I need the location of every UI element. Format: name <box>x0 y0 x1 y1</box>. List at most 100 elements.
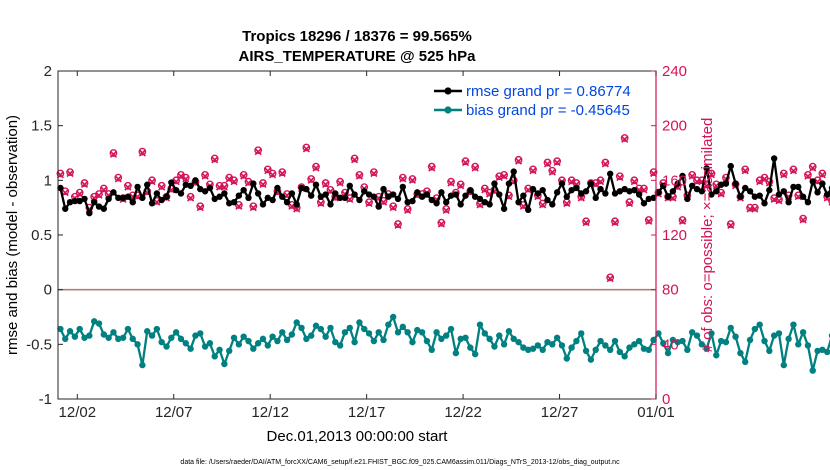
obs-assimilated-point <box>254 148 262 156</box>
rmse-point <box>389 191 397 198</box>
obs-possible-point <box>326 185 335 194</box>
y-tick-label-right: 0 <box>662 391 670 408</box>
rmse-point <box>722 180 730 187</box>
obs-assimilated-point <box>394 221 402 229</box>
y-tick-label-right: 240 <box>662 63 687 80</box>
bias-point <box>332 338 339 346</box>
bias-point <box>361 325 368 333</box>
obs-possible-point <box>138 147 147 156</box>
rmse-point <box>259 201 267 208</box>
bias-point <box>481 330 488 337</box>
obs-assimilated-point <box>109 150 118 158</box>
x-tick-label: 12/17 <box>348 404 386 421</box>
obs-assimilated-point <box>317 200 325 208</box>
obs-assimilated-point <box>322 180 330 188</box>
obs-possible-point <box>239 170 248 179</box>
y-tick-label-left: -1 <box>39 391 52 408</box>
obs-possible-point <box>514 155 523 164</box>
rmse-point <box>443 199 450 206</box>
bias-point <box>197 330 204 337</box>
bias-point <box>795 341 802 348</box>
obs-possible-point <box>254 146 263 155</box>
bias-point <box>62 335 69 343</box>
obs-possible-point <box>408 175 417 183</box>
obs-possible-point <box>611 217 619 226</box>
obs-assimilated-point <box>302 145 310 153</box>
bias-point <box>476 321 484 328</box>
bias-point <box>775 330 783 337</box>
rmse-point <box>631 186 638 194</box>
obs-possible-point <box>365 198 373 207</box>
chart-title-line1: Tropics 18296 / 18376 = 99.565% <box>242 28 472 45</box>
bias-point <box>124 325 132 333</box>
y-axis-label-right: # of obs: o=possible; ×=assimilated <box>699 118 716 353</box>
rmse-point <box>95 203 103 210</box>
bias-point <box>129 335 136 343</box>
bias-point <box>105 334 112 341</box>
bias-point <box>163 343 170 350</box>
obs-assimilated-point <box>457 182 465 190</box>
obs-assimilated-point <box>428 164 436 172</box>
bias-point <box>809 367 816 374</box>
bias-point <box>57 325 64 333</box>
obs-assimilated-point <box>370 169 378 178</box>
rmse-point <box>606 170 614 177</box>
bias-point <box>785 335 792 343</box>
obs-possible-point <box>312 162 320 171</box>
rmse-point <box>611 190 619 197</box>
rmse-point <box>134 183 141 191</box>
bias-point <box>370 337 378 345</box>
rmse-point <box>105 195 112 203</box>
obs-assimilated-point <box>259 180 267 188</box>
bias-point <box>428 346 435 353</box>
rmse-point <box>254 190 262 197</box>
obs-possible-point <box>398 173 407 182</box>
obs-possible-point <box>124 181 132 190</box>
bias-point <box>81 334 88 341</box>
rmse-point <box>804 199 812 206</box>
bias-point <box>172 329 180 336</box>
obs-possible-point <box>779 169 788 178</box>
bias-point <box>780 361 787 369</box>
obs-possible-point <box>620 134 629 142</box>
y-tick-label-right: 120 <box>662 227 687 244</box>
obs-assimilated-point <box>495 174 503 182</box>
bias-point <box>433 329 440 336</box>
rmse-point <box>549 201 556 208</box>
x-tick-label: 12/02 <box>59 404 97 421</box>
rmse-point <box>385 193 392 200</box>
obs-assimilated-point <box>124 183 132 191</box>
bias-point <box>534 342 542 349</box>
bias-point <box>365 330 373 337</box>
bias-point <box>66 328 74 335</box>
bias-point <box>660 340 667 347</box>
rmse-point <box>303 185 310 193</box>
rmse-point <box>90 199 98 206</box>
bias-point <box>144 328 151 335</box>
bias-point <box>245 337 252 345</box>
rmse-point <box>602 190 609 197</box>
bias-point <box>471 350 479 358</box>
bias-point <box>119 334 127 341</box>
bias-point <box>722 338 730 346</box>
bias-point <box>549 341 556 348</box>
obs-assimilated-point <box>809 164 817 172</box>
bias-point <box>115 335 122 343</box>
obs-possible-point <box>678 216 687 224</box>
rmse-point <box>756 192 763 199</box>
bias-point <box>727 324 734 332</box>
bias-point <box>746 336 754 344</box>
rmse-point <box>336 194 344 202</box>
obs-assimilated-point <box>616 174 624 182</box>
rmse-point <box>172 186 180 194</box>
rmse-point <box>766 186 773 194</box>
obs-assimilated-point <box>355 172 363 180</box>
obs-possible-point <box>114 173 123 182</box>
y-tick-label-right: 200 <box>662 118 687 135</box>
bias-point <box>341 329 349 336</box>
obs-assimilated-point <box>741 167 749 175</box>
bias-point <box>751 325 759 333</box>
obs-assimilated-point <box>751 205 759 213</box>
rmse-point <box>197 185 204 193</box>
rmse-point <box>148 200 156 207</box>
